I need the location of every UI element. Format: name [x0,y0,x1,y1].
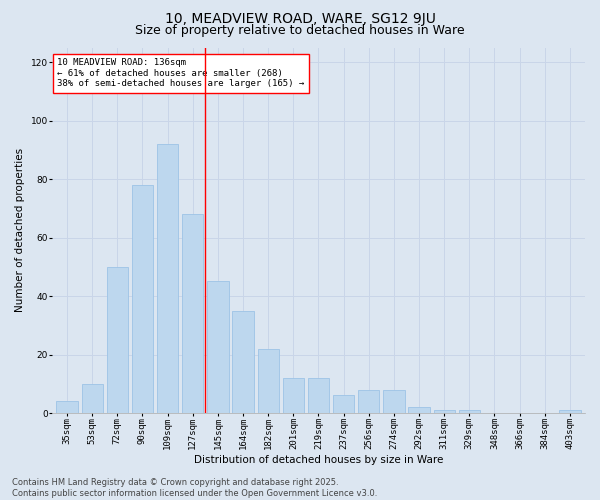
Bar [82,384,103,413]
X-axis label: Distribution of detached houses by size in Ware: Distribution of detached houses by size … [194,455,443,465]
Bar [157,144,178,413]
Bar [333,396,355,413]
Y-axis label: Number of detached properties: Number of detached properties [15,148,25,312]
Bar [458,410,480,413]
Bar [358,390,379,413]
Bar [559,410,581,413]
Bar [132,185,153,413]
Text: 10, MEADVIEW ROAD, WARE, SG12 9JU: 10, MEADVIEW ROAD, WARE, SG12 9JU [164,12,436,26]
Bar [434,410,455,413]
Text: 10 MEADVIEW ROAD: 136sqm
← 61% of detached houses are smaller (268)
38% of semi-: 10 MEADVIEW ROAD: 136sqm ← 61% of detach… [58,58,305,88]
Bar [257,348,279,413]
Text: Contains HM Land Registry data © Crown copyright and database right 2025.
Contai: Contains HM Land Registry data © Crown c… [12,478,377,498]
Bar [232,310,254,413]
Bar [383,390,404,413]
Bar [207,282,229,413]
Bar [107,267,128,413]
Bar [308,378,329,413]
Bar [283,378,304,413]
Bar [182,214,203,413]
Bar [56,402,78,413]
Text: Size of property relative to detached houses in Ware: Size of property relative to detached ho… [135,24,465,37]
Bar [409,407,430,413]
